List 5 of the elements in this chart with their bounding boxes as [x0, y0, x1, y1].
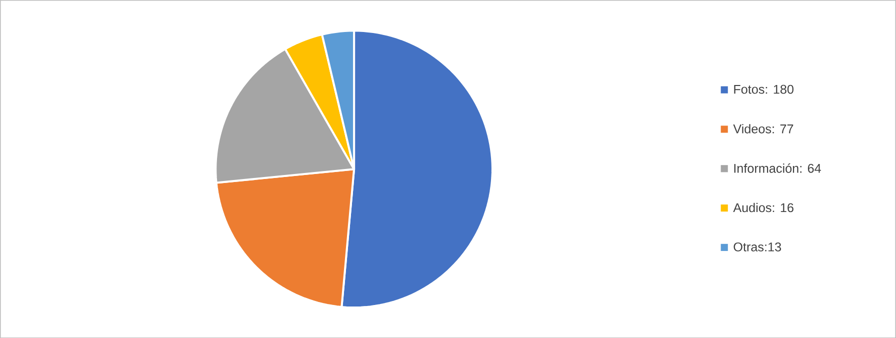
legend-label: Información: 64: [734, 163, 821, 173]
legend-label: Fotos: 180: [734, 84, 794, 94]
legend-label: Videos: 77: [733, 124, 794, 134]
legend-label: Otras:13: [734, 242, 782, 252]
legend-label: Audios: 16: [733, 202, 794, 212]
